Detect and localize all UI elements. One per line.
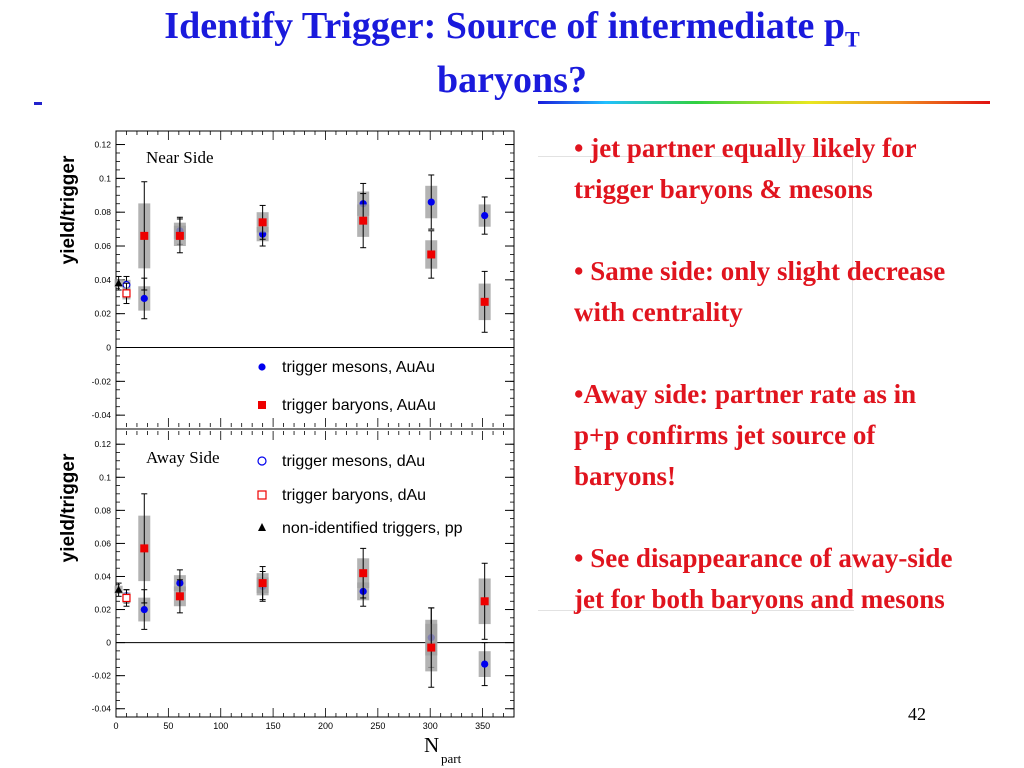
xtick-label: 100: [213, 721, 228, 731]
data-point-pp: [114, 585, 123, 593]
data-point-baryon: [427, 250, 436, 259]
xtick-label: 350: [475, 721, 490, 731]
decor-line-vertical: [852, 156, 853, 596]
data-point-meson: [481, 211, 489, 220]
xtick-label: 200: [318, 721, 333, 731]
xtick-label: 150: [266, 721, 281, 731]
near-ytick-label: 0.02: [94, 309, 111, 319]
data-point-baryon: [359, 216, 368, 225]
legend-marker-pp: [258, 523, 266, 531]
data-point-baryon: [140, 231, 149, 240]
data-point-baryon: [258, 218, 267, 227]
xtick-label: 0: [113, 721, 118, 731]
away-ytick-label: 0: [106, 638, 111, 648]
page-number: 42: [908, 704, 926, 724]
near-ytick-label: -0.04: [92, 410, 112, 420]
near-ytick-label: -0.02: [92, 376, 112, 386]
title-underline-left: [34, 102, 42, 105]
away-ytick-label: -0.02: [92, 671, 112, 681]
title-subscript: T: [845, 26, 860, 52]
data-point-baryon: [427, 643, 436, 652]
data-point-baryon: [175, 592, 184, 601]
near-panel-label: Near Side: [146, 148, 214, 167]
slide-title: Identify Trigger: Source of intermediate…: [40, 6, 984, 100]
legend-label: trigger mesons, dAu: [282, 453, 425, 470]
data-point-meson: [481, 660, 489, 668]
data-point-baryon: [258, 579, 267, 588]
xlabel-subscript: part: [441, 751, 462, 766]
away-ylabel: yield/trigger: [58, 453, 79, 562]
xtick-label: 50: [163, 721, 173, 731]
data-point-baryon-dau: [122, 593, 131, 603]
legend-marker-baryon-dau: [257, 490, 267, 500]
legend-marker-meson-dau: [257, 456, 267, 466]
legend-label: non-identified triggers, pp: [282, 520, 463, 537]
data-point-meson: [427, 198, 435, 206]
bullet-4: • See disappearance of away-side jet for…: [574, 543, 953, 614]
data-point-baryon: [480, 597, 489, 606]
legend-label: trigger baryons, AuAu: [282, 397, 436, 414]
bullet-2: • Same side: only slight decrease with c…: [574, 256, 946, 327]
data-point-baryon: [140, 544, 149, 553]
xtick-label: 300: [423, 721, 438, 731]
bullet-3: •Away side: partner rate as in p+p confi…: [574, 379, 917, 491]
bullet-1: • jet partner equally likely for trigger…: [574, 133, 917, 204]
xlabel: N: [424, 733, 439, 757]
away-ytick-label: -0.04: [92, 704, 112, 714]
near-ytick-label: 0: [106, 343, 111, 353]
legend-marker-meson: [258, 363, 266, 371]
title-text: Identify Trigger: Source of intermediate…: [164, 5, 846, 47]
title-underline-gradient: [538, 101, 990, 104]
away-ytick-label: 0.06: [94, 538, 111, 548]
near-ytick-label: 0.08: [94, 207, 111, 217]
near-ylabel: yield/trigger: [58, 155, 79, 264]
away-ytick-label: 0.08: [94, 505, 111, 515]
bullet-list: • jet partner equally likely for trigger…: [574, 128, 954, 620]
data-point-meson: [140, 294, 148, 303]
away-ytick-label: 0.04: [94, 571, 111, 581]
near-ytick-label: 0.04: [94, 275, 111, 285]
legend-label: trigger mesons, AuAu: [282, 359, 435, 376]
decor-line-top: [538, 156, 854, 157]
data-point-baryon: [359, 569, 368, 578]
data-point-meson: [140, 605, 148, 614]
data-point-baryon: [175, 231, 184, 240]
away-ytick-label: 0.1: [99, 472, 111, 482]
data-point-baryon: [480, 297, 489, 306]
data-point-baryon-dau: [122, 289, 131, 298]
away-ytick-label: 0.02: [94, 605, 111, 615]
away-ytick-label: 0.12: [94, 439, 111, 449]
near-ytick-label: 0.12: [94, 140, 111, 150]
legend-marker-baryon: [258, 401, 266, 409]
near-ytick-label: 0.1: [99, 173, 111, 183]
decor-line-bottom: [538, 610, 854, 611]
xtick-label: 250: [370, 721, 385, 731]
data-point-pp: [114, 279, 123, 287]
near-ytick-label: 0.06: [94, 241, 111, 251]
legend-label: trigger baryons, dAu: [282, 487, 426, 504]
away-panel-label: Away Side: [146, 448, 220, 467]
title-line-2: baryons?: [437, 58, 587, 101]
